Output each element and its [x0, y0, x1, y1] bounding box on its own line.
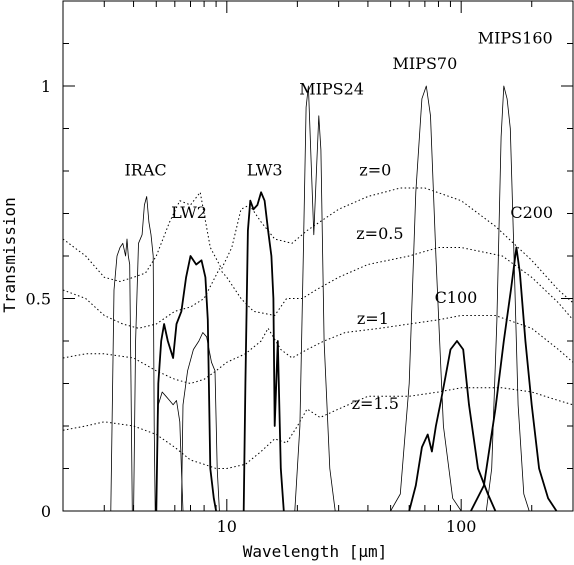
x-tick-label: 10: [217, 517, 237, 536]
series-layer: [62, 85, 574, 512]
curve-c200: [470, 246, 558, 512]
series-mips160: [485, 85, 530, 512]
curve-irac: [110, 238, 133, 512]
y-tick-label: 1: [41, 77, 51, 96]
curve-z-1: [62, 315, 574, 384]
curve-mips70: [390, 85, 462, 512]
series-z-0-5: [62, 247, 574, 329]
curve-z-0-5: [62, 247, 574, 329]
series-c200: [470, 246, 558, 512]
series-mips24: [294, 85, 336, 512]
label-lw3: LW3: [247, 160, 283, 179]
series-c100: [408, 340, 497, 512]
curve-irac: [181, 332, 220, 512]
curve-lw2: [155, 255, 217, 512]
label-mips70: MIPS70: [392, 54, 457, 73]
curve-lw3: [242, 191, 285, 512]
label-z-1: z=1: [357, 309, 389, 328]
y-axis-label: Transmission: [0, 197, 19, 313]
series-z-1-5: [62, 387, 574, 469]
curve-mips24: [294, 85, 336, 512]
annotation-layer: IRAC LW2 LW3 MIPS24 MIPS70 MIPS160 z=0 z=0.5 z=1…: [124, 29, 553, 414]
label-lw2: LW2: [171, 203, 207, 222]
plot-area: [62, 0, 574, 512]
series-z-1: [62, 315, 574, 384]
label-irac: IRAC: [124, 160, 166, 179]
series-lw3: [242, 191, 285, 512]
x-tick-label: 100: [446, 517, 477, 536]
curve-irac: [133, 196, 156, 512]
label-c100: C100: [435, 288, 478, 307]
label-z-1-5: z=1.5: [352, 394, 399, 413]
series-irac: [110, 196, 220, 512]
series-lw2: [155, 255, 217, 512]
y-tick-label: 0.5: [26, 290, 51, 309]
plot-frame: [62, 0, 574, 512]
x-axis-label: Wavelength [μm]: [243, 542, 388, 561]
label-c200: C200: [510, 203, 553, 222]
series-mips70: [390, 85, 462, 512]
label-z-0: z=0: [359, 160, 391, 179]
curve-mips160: [485, 85, 530, 512]
label-mips24: MIPS24: [299, 80, 364, 99]
curve-c100: [408, 340, 497, 512]
curve-z-0: [62, 187, 574, 304]
series-z-0: [62, 187, 574, 304]
label-z-0-5: z=0.5: [356, 224, 403, 243]
curve-irac: [155, 391, 184, 512]
y-tick-label: 0: [41, 502, 51, 521]
axes-layer: 10 100 0 0.5 1: [26, 1, 574, 536]
curve-z-1-5: [62, 387, 574, 469]
label-mips160: MIPS160: [478, 29, 553, 48]
